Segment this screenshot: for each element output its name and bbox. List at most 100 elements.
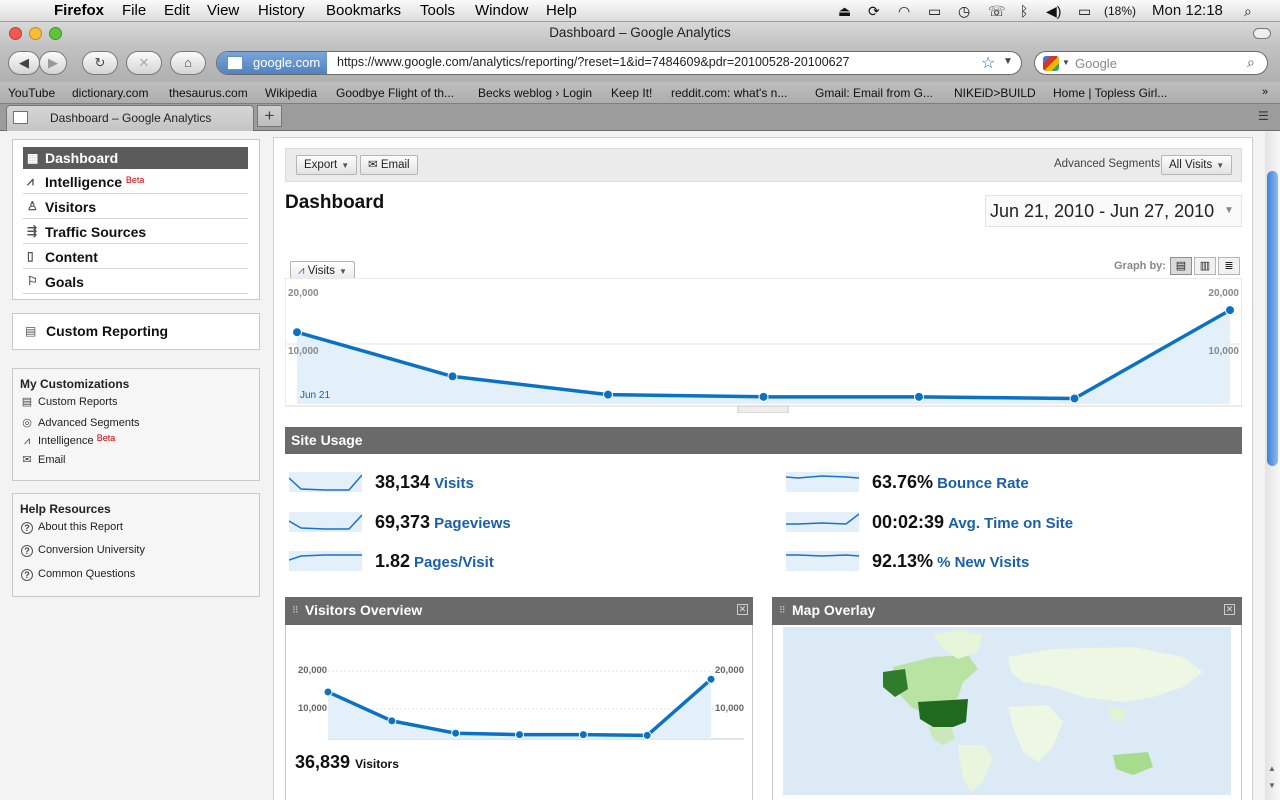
scroll-down-icon[interactable]: ▼ xyxy=(1268,781,1276,790)
nav-dashboard[interactable]: ▦ Dashboard xyxy=(23,147,248,169)
scroll-up-icon[interactable]: ▲ xyxy=(1268,764,1276,773)
email-button[interactable]: ✉ Email xyxy=(360,155,418,175)
nav-visitors[interactable]: ♙ Visitors xyxy=(23,195,248,219)
segments-select[interactable]: All Visits ▼ xyxy=(1161,155,1233,175)
bookmark-item[interactable]: thesaurus.com xyxy=(169,86,248,100)
visits-metric[interactable]: 38,134 Visits xyxy=(375,472,474,493)
search-box[interactable]: ▼ Google ⌕ xyxy=(1034,51,1268,75)
graph-metric-button[interactable]: ⩘ Visits ▼ xyxy=(290,261,355,280)
conversion-university-link[interactable]: Conversion University xyxy=(38,544,145,556)
engine-dropdown-icon[interactable]: ▼ xyxy=(1062,58,1070,67)
data-point[interactable] xyxy=(1069,393,1080,404)
world-map[interactable] xyxy=(783,627,1231,795)
bluetooth-icon[interactable]: ᛒ xyxy=(1020,3,1029,19)
data-point[interactable] xyxy=(447,371,458,382)
scrollbar-thumb[interactable] xyxy=(1267,171,1278,466)
pages-per-visit-metric[interactable]: 1.82 Pages/Visit xyxy=(375,551,494,572)
url-text[interactable]: https://www.google.com/analytics/reporti… xyxy=(337,55,850,69)
intelligence-link[interactable]: Intelligence Beta xyxy=(38,433,115,447)
data-point[interactable] xyxy=(1225,305,1235,316)
menu-bookmarks[interactable]: Bookmarks xyxy=(326,2,402,19)
reload-button[interactable]: ↻ xyxy=(82,51,118,75)
forward-button[interactable]: ▶ xyxy=(39,51,67,75)
bookmark-item[interactable]: Goodbye Flight of th... xyxy=(336,86,455,100)
data-point[interactable] xyxy=(387,716,397,726)
nav-traffic-sources[interactable]: ⇶ Traffic Sources xyxy=(23,220,248,244)
bookmark-item[interactable]: Gmail: Email from G... xyxy=(815,86,934,100)
data-point[interactable] xyxy=(578,730,588,740)
bookmark-item[interactable]: reddit.com: what's n... xyxy=(671,86,788,100)
common-questions-link[interactable]: Common Questions xyxy=(38,568,136,580)
site-identity-button[interactable]: google.com xyxy=(217,52,327,74)
drag-handle-icon[interactable]: ⠿ xyxy=(779,605,786,615)
menu-help[interactable]: Help xyxy=(546,2,577,19)
new-tab-button[interactable]: + xyxy=(257,105,282,127)
bookmark-item[interactable]: Keep It! xyxy=(611,86,653,100)
export-button[interactable]: Export ▼ xyxy=(296,155,358,175)
clock[interactable]: Mon 12:18 xyxy=(1152,2,1223,19)
eject-icon[interactable]: ⏏ xyxy=(838,3,852,19)
date-range-picker[interactable]: Jun 21, 2010 - Jun 27, 2010 ▼ xyxy=(985,195,1242,227)
zoom-window-button[interactable] xyxy=(49,27,62,40)
battery-icon[interactable]: ▭ xyxy=(1078,3,1092,19)
nav-intelligence[interactable]: ⩘ Intelligence Beta xyxy=(23,170,248,194)
tab-list-icon[interactable]: ☰ xyxy=(1258,109,1269,123)
bounce-rate-metric[interactable]: 63.76% Bounce Rate xyxy=(872,472,1029,493)
graph-by-day-button[interactable]: ▤ xyxy=(1170,257,1192,275)
custom-reports-link[interactable]: Custom Reports xyxy=(38,396,118,408)
close-widget-icon[interactable]: ✕ xyxy=(737,604,748,615)
data-point[interactable] xyxy=(706,674,716,684)
menu-file[interactable]: File xyxy=(122,2,147,19)
data-point[interactable] xyxy=(914,391,924,402)
bookmark-item[interactable]: Home | Topless Girl... xyxy=(1053,86,1168,100)
chevron-down-icon[interactable]: ▼ xyxy=(1224,205,1234,216)
graph-by-month-button[interactable]: ≣ xyxy=(1218,257,1240,275)
home-button[interactable]: ⌂ xyxy=(170,51,206,75)
close-window-button[interactable] xyxy=(9,27,22,40)
page-scrollbar[interactable]: ▲ ▼ xyxy=(1265,131,1280,800)
search-go-icon[interactable]: ⌕ xyxy=(1247,54,1255,70)
menu-window[interactable]: Window xyxy=(475,2,529,19)
display-icon[interactable]: ▭ xyxy=(928,3,942,19)
drag-handle-icon[interactable]: ⠿ xyxy=(292,605,299,615)
menu-view[interactable]: View xyxy=(207,2,240,19)
bookmarks-overflow-icon[interactable]: » xyxy=(1262,86,1269,98)
about-report-link[interactable]: About this Report xyxy=(38,521,123,533)
url-dropdown-icon[interactable]: ▼ xyxy=(1003,56,1013,67)
advanced-segments-link[interactable]: Advanced Segments xyxy=(38,417,140,429)
visitors-total[interactable]: 36,839 Visitors xyxy=(295,752,399,773)
nav-content[interactable]: ▯ Content xyxy=(23,245,248,269)
data-point[interactable] xyxy=(642,730,652,740)
data-point[interactable] xyxy=(323,687,333,697)
spotlight-icon[interactable]: ⌕ xyxy=(1244,3,1252,19)
bookmark-item[interactable]: dictionary.com xyxy=(72,86,149,100)
bookmark-item[interactable]: NIKEiD>BUILD xyxy=(954,86,1036,100)
close-widget-icon[interactable]: ✕ xyxy=(1224,604,1235,615)
bookmark-item[interactable]: Wikipedia xyxy=(265,86,318,100)
pageviews-metric[interactable]: 69,373 Pageviews xyxy=(375,512,511,533)
bookmark-item[interactable]: YouTube xyxy=(8,86,56,100)
sync-icon[interactable]: ⟳ xyxy=(868,3,880,19)
data-point[interactable] xyxy=(758,391,769,402)
menu-history[interactable]: History xyxy=(258,2,305,19)
custom-reporting-link[interactable]: Custom Reporting xyxy=(46,323,169,339)
menu-tools[interactable]: Tools xyxy=(420,2,456,19)
data-point[interactable] xyxy=(292,327,302,338)
nav-goals[interactable]: ⚐ Goals xyxy=(23,270,248,294)
wifi-icon[interactable]: ◠ xyxy=(898,3,911,19)
phone-icon[interactable]: ☏ xyxy=(988,3,1006,19)
data-point[interactable] xyxy=(603,389,613,400)
minimize-window-button[interactable] xyxy=(29,27,42,40)
new-visits-metric[interactable]: 92.13%% New Visits xyxy=(872,551,1029,572)
graph-by-week-button[interactable]: ▥ xyxy=(1194,257,1216,275)
volume-icon[interactable]: ◀) xyxy=(1046,3,1062,19)
stop-button[interactable]: ✕ xyxy=(126,51,162,75)
bookmark-item[interactable]: Becks weblog › Login xyxy=(478,86,593,100)
toolbar-toggle-button[interactable] xyxy=(1253,28,1271,39)
menu-app-name[interactable]: Firefox xyxy=(54,2,105,19)
bookmark-star-icon[interactable]: ☆ xyxy=(981,55,996,72)
google-search-engine-icon[interactable] xyxy=(1043,56,1059,71)
avg-time-metric[interactable]: 00:02:39 Avg. Time on Site xyxy=(872,512,1073,533)
time-machine-icon[interactable]: ◷ xyxy=(958,3,971,19)
menu-edit[interactable]: Edit xyxy=(164,2,190,19)
